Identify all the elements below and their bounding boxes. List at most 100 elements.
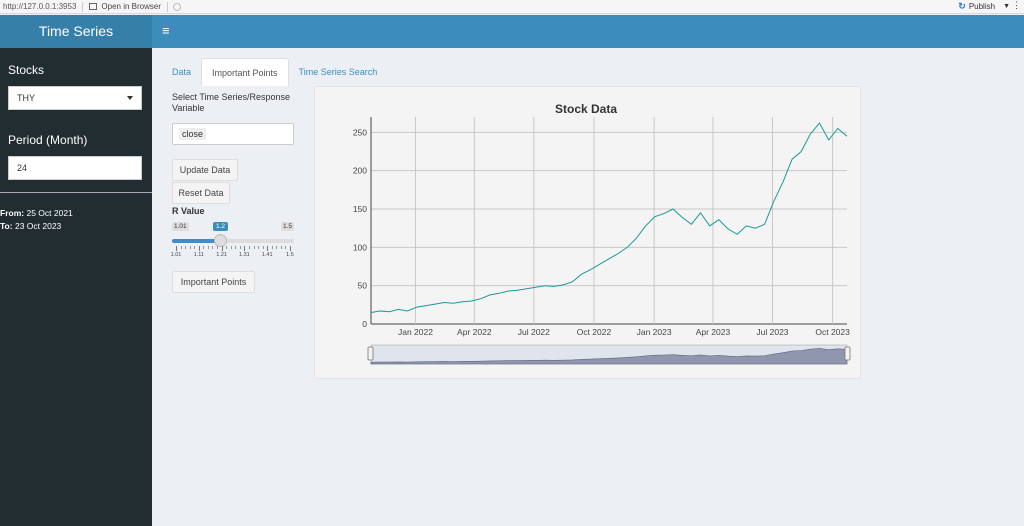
- to-value: 23 Oct 2023: [14, 221, 62, 231]
- publish-label: Publish: [968, 2, 996, 11]
- r-value-slider[interactable]: 1.01 1.2 1.5 1.01 1.11 1.21 1.31 1.41 1.5: [170, 220, 294, 260]
- slider-track[interactable]: [172, 239, 294, 243]
- slider-min-badge: 1.01: [172, 222, 189, 231]
- slider-tick: [267, 246, 269, 251]
- x-tick-label: Jan 2022: [398, 327, 433, 337]
- stocks-select[interactable]: THY: [8, 86, 142, 110]
- to-date: To: 23 Oct 2023: [0, 221, 61, 231]
- refresh-icon[interactable]: [173, 2, 181, 11]
- slider-tick-label: 1.31: [239, 252, 250, 258]
- response-variable-label: Select Time Series/Response Variable: [172, 92, 291, 113]
- from-value: 25 Oct 2021: [26, 208, 73, 218]
- slider-tick: [244, 246, 246, 251]
- y-tick-label: 150: [353, 204, 367, 214]
- slider-tick: [248, 246, 250, 249]
- top-navbar: ≡: [152, 15, 1024, 48]
- range-slider-right-handle: [844, 346, 851, 361]
- window-icon: [89, 3, 98, 10]
- slider-tick: [176, 246, 177, 251]
- slider-tick-label: 1.5: [286, 252, 294, 258]
- slider-tick: [290, 246, 291, 251]
- slider-tick: [276, 246, 278, 249]
- x-tick-label: Jul 2022: [518, 327, 550, 337]
- update-data-button[interactable]: Update Data: [172, 159, 238, 181]
- slider-tick: [207, 246, 209, 249]
- browser-toolbar: http://127.0.0.1:3953 Open in Browser ↻ P…: [0, 0, 1024, 14]
- slider-max-badge: 1.5: [280, 222, 294, 231]
- slider-tick-label: 1.01: [170, 252, 182, 258]
- slider-tick: [239, 246, 241, 249]
- url-text: http://127.0.0.1:3953: [0, 1, 84, 12]
- y-tick-label: 200: [353, 166, 367, 176]
- slider-tick: [217, 246, 219, 249]
- y-tick-label: 50: [358, 281, 368, 291]
- series-lines: [370, 122, 848, 313]
- x-axis: Jan 2022 Apr 2022 Jul 2022 Oct 2022 Jan 2023…: [398, 327, 850, 337]
- stocks-select-value: THY: [17, 93, 35, 103]
- response-variable-input[interactable]: close: [172, 123, 294, 145]
- chevron-down-icon: [127, 96, 133, 100]
- period-label: Period (Month): [8, 133, 88, 147]
- y-tick-label: 100: [353, 242, 367, 252]
- sidebar-divider: [0, 192, 152, 193]
- slider-tick-label: 1.21: [216, 252, 227, 258]
- y-tick-label: 250: [353, 127, 367, 137]
- response-variable-chip[interactable]: close: [179, 128, 207, 140]
- x-tick-label: Jul 2023: [756, 327, 788, 337]
- slider-tick: [180, 246, 182, 249]
- slider-handle[interactable]: [214, 234, 227, 247]
- chart-grid: [370, 117, 847, 325]
- series-line-close: [370, 122, 848, 313]
- slider-tick-label: 1.11: [193, 252, 204, 258]
- slider-tick: [203, 246, 205, 249]
- stocks-label: Stocks: [8, 63, 45, 77]
- slider-tick: [280, 246, 282, 249]
- slider-tick: [185, 246, 187, 249]
- important-points-button[interactable]: Important Points: [172, 271, 255, 293]
- slider-tick: [258, 246, 260, 249]
- period-input[interactable]: 24: [8, 156, 142, 180]
- range-slider[interactable]: [367, 344, 851, 365]
- slider-tick: [235, 246, 237, 249]
- slider-tick: [189, 246, 191, 249]
- range-slider-left-handle: [367, 346, 374, 361]
- r-value-label: R Value: [172, 206, 205, 216]
- to-label: To:: [0, 221, 13, 231]
- slider-tick-label: 1.41: [261, 252, 273, 258]
- publish-icon: ↻: [958, 1, 966, 11]
- y-tick-label: 0: [362, 319, 367, 329]
- stock-chart[interactable]: Stock Data 0 50 100 150 200 250 Jan 2022 Apr 2…: [314, 86, 861, 379]
- y-axis: 0 50 100 150 200 250: [353, 127, 367, 329]
- chart-title: Stock Data: [555, 102, 617, 116]
- slider-value-badge: 1.2: [213, 222, 229, 231]
- open-in-browser-button[interactable]: Open in Browser: [83, 1, 168, 12]
- slider-tick: [285, 246, 287, 249]
- slider-tick: [226, 246, 228, 249]
- more-options-icon[interactable]: ⋮: [1012, 0, 1021, 10]
- sidebar-toggle-icon[interactable]: ≡: [162, 23, 170, 38]
- chevron-down-icon: ▼: [1003, 3, 1010, 10]
- reset-data-button[interactable]: Reset Data: [172, 182, 230, 204]
- tab-important-points[interactable]: Important Points: [201, 58, 289, 86]
- x-tick-label: Jan 2023: [637, 327, 672, 337]
- from-date: From: 25 Oct 2021: [0, 208, 73, 218]
- slider-tick: [271, 246, 273, 249]
- x-tick-label: Oct 2023: [815, 327, 850, 337]
- tab-time-series-search[interactable]: Time Series Search: [298, 67, 378, 77]
- range-slider-area: [370, 348, 848, 365]
- slider-tick: [221, 246, 223, 251]
- open-in-browser-label: Open in Browser: [101, 2, 161, 11]
- slider-tick: [194, 246, 196, 249]
- x-tick-label: Apr 2023: [696, 327, 731, 337]
- plot-area: [371, 117, 847, 324]
- sidebar: Stocks THY Period (Month) 24 From: 25 Oc…: [0, 48, 152, 526]
- slider-tick: [253, 246, 255, 249]
- tab-bar: Data Important Points Time Series Search: [162, 58, 387, 86]
- x-tick-label: Apr 2022: [457, 327, 492, 337]
- slider-fill: [172, 239, 220, 243]
- tab-data[interactable]: Data: [172, 67, 192, 77]
- x-tick-label: Oct 2022: [577, 327, 612, 337]
- publish-button[interactable]: ↻ Publish ▼: [958, 1, 1010, 12]
- from-label: From:: [0, 208, 25, 218]
- slider-ticks: [172, 246, 294, 251]
